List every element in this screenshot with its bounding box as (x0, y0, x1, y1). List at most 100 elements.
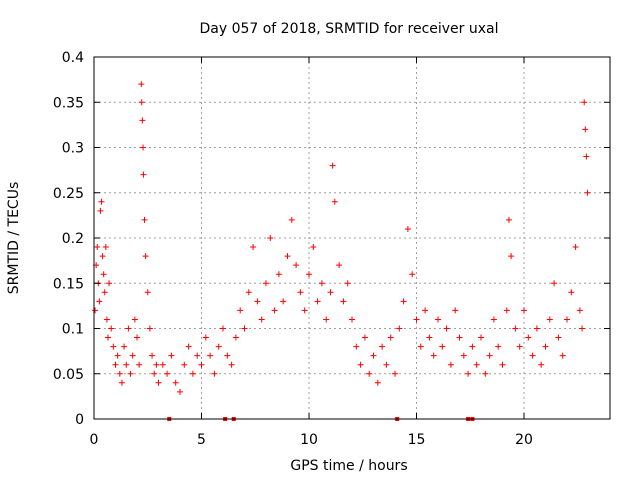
data-point (241, 325, 248, 332)
data-point (101, 289, 108, 296)
y-tick-label: 0.2 (62, 231, 84, 247)
data-point (443, 325, 450, 332)
data-point (118, 379, 125, 386)
data-point (310, 244, 317, 251)
data-point (138, 99, 145, 106)
data-point (114, 352, 121, 359)
data-point (546, 316, 553, 323)
data-point (383, 361, 390, 368)
data-point (400, 298, 407, 305)
data-point (94, 244, 101, 251)
data-point (280, 298, 287, 305)
data-point (374, 379, 381, 386)
data-point (353, 343, 360, 350)
data-point (370, 352, 377, 359)
data-point (284, 253, 291, 260)
y-tick-label: 0 (75, 412, 84, 428)
data-point (349, 316, 355, 323)
data-point (288, 216, 295, 223)
data-point (140, 171, 147, 178)
data-point (525, 334, 532, 341)
data-point (215, 343, 222, 350)
data-point (97, 207, 104, 214)
data-point (98, 198, 105, 205)
data-point (490, 316, 497, 323)
data-point (336, 262, 343, 269)
data-point (555, 334, 562, 341)
data-point (164, 370, 171, 377)
data-point (521, 307, 527, 314)
y-tick-label: 0.3 (62, 141, 84, 157)
plot-frame (93, 56, 611, 420)
data-point (142, 253, 149, 260)
data-point (131, 316, 138, 323)
data-point (503, 307, 510, 314)
data-point (542, 343, 549, 350)
y-tick-label: 0.35 (53, 95, 84, 111)
data-point (456, 334, 463, 341)
data-point (473, 361, 480, 368)
data-point (478, 334, 484, 341)
data-point (579, 325, 586, 332)
data-point (486, 352, 493, 359)
grid (94, 57, 610, 419)
data-point (559, 352, 566, 359)
data-point (447, 361, 454, 368)
data-point (108, 325, 115, 332)
data-point (301, 307, 308, 314)
data-point (366, 370, 373, 377)
data-point (258, 316, 265, 323)
data-point (172, 379, 179, 386)
data-point (387, 334, 394, 341)
data-point (127, 370, 134, 377)
data-point (551, 280, 558, 287)
data-point (181, 361, 188, 368)
data-point (149, 352, 156, 359)
y-axis-label: SRMTID / TECUs (6, 182, 22, 295)
data-point (232, 334, 239, 341)
data-point (121, 343, 128, 350)
data-point (340, 298, 347, 305)
data-point (581, 99, 588, 106)
data-point (576, 307, 583, 314)
data-point (396, 325, 403, 332)
data-point (271, 307, 278, 314)
data-point (422, 307, 429, 314)
data-point (92, 307, 99, 314)
data-point (96, 298, 103, 305)
data-point (452, 307, 459, 314)
data-point (538, 361, 545, 368)
data-point (417, 343, 424, 350)
data-point (245, 289, 252, 296)
data-point (583, 153, 590, 160)
data-point (469, 343, 476, 350)
data-point (331, 198, 338, 205)
data-point (110, 343, 117, 350)
data-point (220, 325, 226, 332)
data-point (116, 370, 123, 377)
data-point (564, 316, 570, 323)
data-point (306, 271, 312, 278)
data-point (344, 280, 351, 287)
x-tick-label: 20 (515, 432, 533, 448)
data-point (198, 361, 205, 368)
x-tick-label: 15 (408, 432, 426, 448)
x-tick-label: 0 (90, 432, 99, 448)
data-point (263, 280, 269, 287)
data-point (146, 325, 153, 332)
data-point (314, 298, 321, 305)
data-point (512, 325, 519, 332)
data-point (250, 244, 257, 251)
data-point (516, 343, 523, 350)
data-point (584, 189, 591, 196)
data-point (155, 379, 162, 386)
data-point (129, 352, 136, 359)
data-point (404, 225, 411, 232)
data-point (168, 352, 175, 359)
data-point (329, 162, 336, 169)
y-tick-label: 0.15 (53, 276, 84, 292)
data-point (379, 343, 386, 350)
data-point (134, 334, 140, 341)
data-point (139, 117, 146, 124)
data-point (125, 325, 132, 332)
